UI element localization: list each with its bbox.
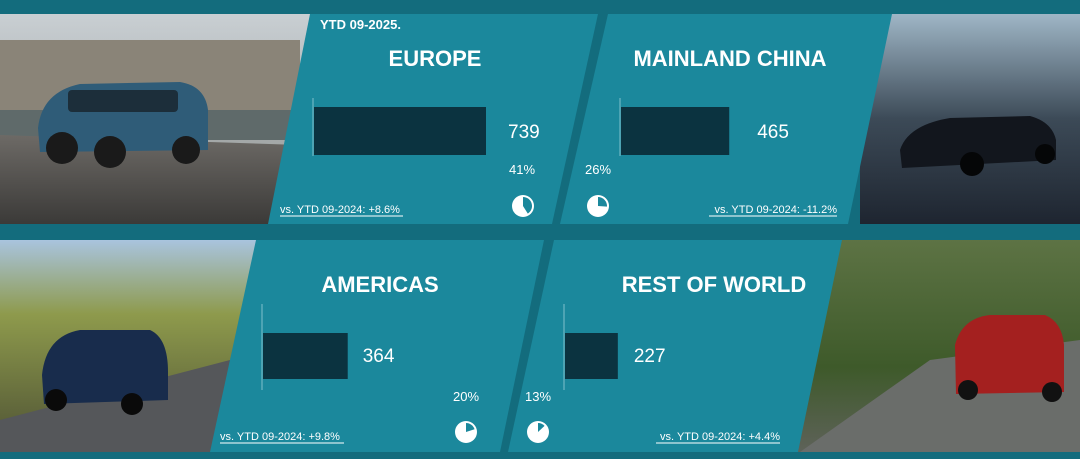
region-americas: AMERICAS 364 20% vs. YTD 09-2024: +9.8% xyxy=(220,272,479,444)
bar-rest-of-world xyxy=(565,333,618,379)
bar-europe xyxy=(314,107,486,155)
region-title: EUROPE xyxy=(389,46,482,71)
bar-value-label: 465 xyxy=(757,122,789,143)
panel-rest-of-world xyxy=(508,240,842,452)
share-label: 26% xyxy=(585,162,611,177)
bar-americas xyxy=(263,333,348,379)
period-header: YTD 09-2025. xyxy=(320,17,401,32)
share-pie-slice xyxy=(523,197,532,214)
bar-value-label: 227 xyxy=(634,346,666,367)
photo-suv-city xyxy=(0,14,310,224)
region-mainland-china: MAINLAND CHINA 465 26% vs. YTD 09-2024: -11… xyxy=(585,46,837,217)
bar-value-label: 739 xyxy=(508,122,540,143)
region-title: REST OF WORLD xyxy=(622,272,807,297)
share-pie-slice xyxy=(538,423,545,432)
share-label: 20% xyxy=(453,389,479,404)
photo-sedan-hall xyxy=(860,14,1080,224)
region-title: AMERICAS xyxy=(321,272,438,297)
share-label: 13% xyxy=(525,389,551,404)
region-europe: EUROPE 739 41% vs. YTD 09-2024: +8.6% xyxy=(280,46,540,217)
share-pie-slice xyxy=(598,196,607,207)
bar-value-label: 364 xyxy=(363,346,395,367)
comparison-label: vs. YTD 09-2024: +9.8% xyxy=(220,431,340,443)
share-label: 41% xyxy=(509,162,535,177)
panel-americas xyxy=(210,240,544,452)
comparison-label: vs. YTD 09-2024: +4.4% xyxy=(660,431,780,443)
bar-mainland-china xyxy=(621,107,730,155)
region-rest-of-world: REST OF WORLD 227 13% vs. YTD 09-2024: +4.4… xyxy=(525,272,807,444)
share-pie-slice xyxy=(466,423,475,432)
comparison-label: vs. YTD 09-2024: +8.6% xyxy=(280,204,400,216)
comparison-label: vs. YTD 09-2024: -11.2% xyxy=(715,204,838,216)
photo-suv-forest xyxy=(790,240,1080,452)
region-title: MAINLAND CHINA xyxy=(633,46,826,71)
